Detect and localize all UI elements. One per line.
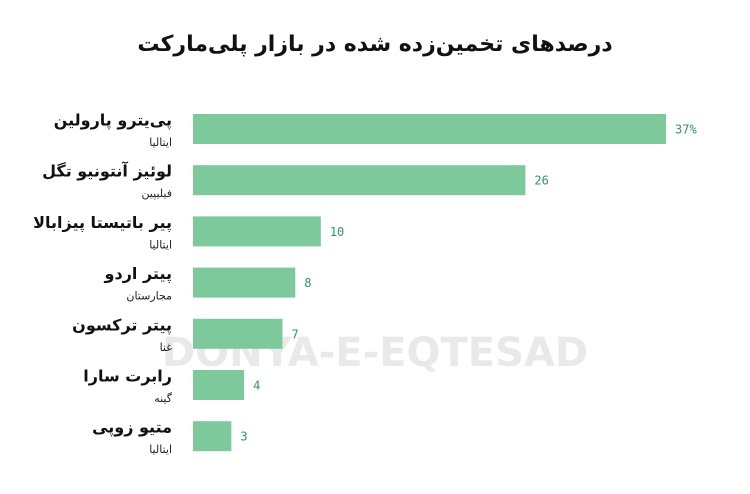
value-label: 4: [253, 379, 260, 393]
category-detail: فیلیپین: [141, 187, 172, 200]
value-label: 7: [291, 327, 298, 341]
category-label: پیر باتیستا پیزابالا: [33, 213, 172, 233]
bar: [193, 370, 245, 400]
category-label: پیتر اردو: [104, 264, 172, 284]
value-label: 37%: [675, 123, 697, 137]
bar: [193, 216, 321, 247]
value-label: 10: [330, 225, 344, 239]
category-label: رابرت سارا: [83, 367, 172, 386]
value-label: 3: [240, 430, 247, 444]
category-detail: گینه: [154, 392, 173, 405]
bar: [193, 114, 666, 144]
chart-title: درصدهای تخمین‌زده شده در بازار پلی‌مارکت: [137, 32, 612, 57]
category-label: پیتر ترکسون: [72, 315, 172, 335]
category-label: پی‌یترو پارولین: [54, 111, 172, 131]
bar: [193, 165, 526, 196]
value-label: 26: [534, 174, 548, 188]
category-detail: ایتالیا: [149, 136, 172, 149]
category-detail: ایتالیا: [149, 238, 172, 251]
bar: [193, 421, 232, 452]
value-label: 8: [304, 276, 311, 290]
category-detail: غنا: [160, 341, 173, 354]
category-label: لوئیز آنتونیو تگل: [42, 161, 172, 181]
bar: [193, 267, 296, 298]
category-detail: مجارستان: [126, 290, 172, 303]
bar: [193, 318, 283, 349]
category-detail: ایتالیا: [149, 443, 172, 456]
category-label: متیو زوپی: [92, 418, 172, 438]
